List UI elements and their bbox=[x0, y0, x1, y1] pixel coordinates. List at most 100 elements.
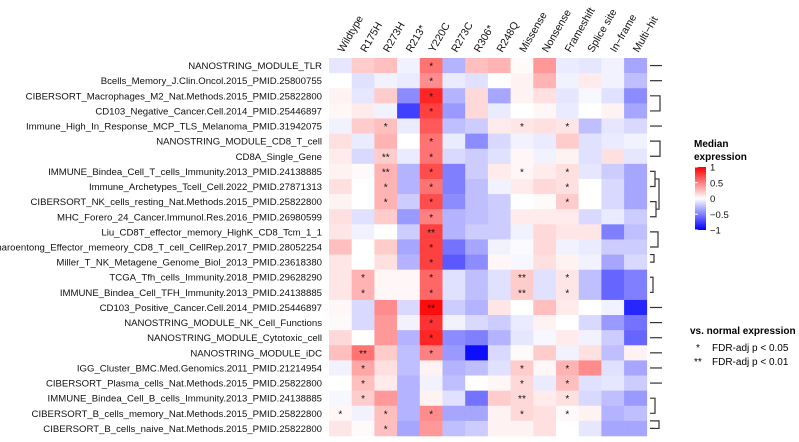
heatmap-cell bbox=[578, 58, 602, 74]
significance-mark: * bbox=[429, 62, 433, 73]
heatmap-cell bbox=[578, 178, 602, 195]
heatmap-cell bbox=[397, 118, 421, 134]
heatmap-cell bbox=[624, 209, 648, 225]
heatmap-cell bbox=[533, 360, 557, 376]
heatmap-cell bbox=[624, 133, 648, 150]
heatmap-cell bbox=[601, 284, 625, 301]
heatmap-cell bbox=[374, 194, 398, 210]
heatmap-cell bbox=[374, 163, 398, 180]
significance-mark: * bbox=[565, 183, 569, 194]
heatmap-cell bbox=[329, 269, 352, 286]
row-label: Miller_T_NK_Metagene_Genome_Biol_2013_PM… bbox=[56, 258, 322, 269]
heatmap-cell bbox=[329, 284, 352, 301]
heatmap-cell bbox=[487, 405, 511, 422]
heatmap-cell bbox=[351, 133, 375, 150]
significance-mark: * bbox=[429, 349, 433, 360]
dendrogram-branch bbox=[650, 140, 661, 157]
heatmap-cell bbox=[578, 209, 602, 225]
heatmap-cell bbox=[533, 133, 557, 150]
heatmap-cell bbox=[442, 315, 466, 331]
heatmap-cell bbox=[533, 330, 557, 346]
heatmap-cell bbox=[601, 375, 625, 391]
heatmap-cell bbox=[556, 375, 579, 391]
heatmap-cell bbox=[601, 133, 625, 150]
heatmap-cell bbox=[556, 224, 579, 240]
heatmap-cell bbox=[397, 330, 421, 346]
heatmap-cell bbox=[397, 405, 421, 422]
heatmap-cell bbox=[465, 315, 489, 331]
color-legend: Median expression 1 0.5 0 −0.5 −1 bbox=[694, 139, 747, 237]
heatmap-cell bbox=[487, 148, 511, 165]
heatmap-cell bbox=[465, 330, 489, 346]
heatmap-cell bbox=[487, 360, 511, 376]
heatmap-cell bbox=[442, 58, 466, 74]
heatmap-cell bbox=[487, 118, 511, 134]
heatmap-cell bbox=[510, 405, 534, 422]
heatmap-cell bbox=[556, 239, 579, 255]
row-labels: NANOSTRING_MODULE_TLR Bcells_Memory_J.Cli… bbox=[0, 61, 323, 435]
row-label: NANOSTRING_MODULE_CD8_T_cell bbox=[156, 137, 322, 148]
significance-mark: * bbox=[429, 213, 433, 224]
row-label: CD103_Negative_Cancer.Cell.2014_PMID.254… bbox=[95, 106, 322, 117]
row-label: CIBERSORT_NK_cells_resting_Nat.Methods.2… bbox=[30, 197, 322, 208]
significance-mark: * bbox=[429, 288, 433, 299]
heatmap-cell bbox=[465, 420, 489, 437]
dendrogram-branch bbox=[655, 178, 660, 210]
heatmap-cell bbox=[510, 420, 534, 437]
heatmap-cell bbox=[578, 118, 602, 134]
heatmap-cell bbox=[578, 420, 602, 437]
heatmap-cell bbox=[374, 345, 398, 361]
heatmap-cell bbox=[374, 269, 398, 286]
heatmap-cell bbox=[533, 375, 557, 391]
heatmap-cell bbox=[397, 224, 421, 240]
row-label: Charoentong_Effector_memeory_CD8_T_cell_… bbox=[0, 243, 323, 254]
significance-mark: * bbox=[565, 167, 569, 178]
heatmap-cell bbox=[578, 224, 602, 240]
heatmap-cell bbox=[601, 178, 625, 195]
row-label: NANOSTRING_MODULE_Cytotoxic_cell bbox=[147, 333, 322, 344]
heatmap-cell bbox=[397, 375, 421, 391]
heatmap-cell bbox=[442, 405, 466, 422]
heatmap-cell bbox=[624, 224, 648, 240]
heatmap-cell bbox=[487, 239, 511, 255]
significance-mark: * bbox=[384, 424, 388, 435]
heatmap-cell bbox=[374, 284, 398, 301]
heatmap-cell bbox=[329, 315, 352, 331]
heatmap-cell bbox=[578, 390, 602, 407]
heatmap-cell bbox=[624, 118, 648, 134]
heatmap-cell bbox=[487, 254, 511, 270]
row-label: CD8A_Single_Gene bbox=[236, 152, 322, 163]
heatmap-cell bbox=[329, 390, 352, 407]
heatmap-cell bbox=[510, 133, 534, 150]
significance-mark: * bbox=[565, 122, 569, 133]
heatmap-cell bbox=[419, 254, 443, 270]
heatmap-cell bbox=[578, 269, 602, 286]
heatmap-cell bbox=[465, 405, 489, 422]
heatmap-cell bbox=[601, 345, 625, 361]
heatmap-cell bbox=[351, 390, 375, 407]
heatmap-cell bbox=[601, 315, 625, 331]
significance-mark: * bbox=[429, 92, 433, 103]
heatmap-cell bbox=[533, 299, 557, 316]
heatmap-cell bbox=[624, 73, 648, 89]
heatmap-cell bbox=[419, 360, 443, 376]
heatmap-cell bbox=[533, 405, 557, 422]
heatmap-cell bbox=[329, 163, 352, 180]
heatmap-cell bbox=[556, 345, 579, 361]
heatmap-cell bbox=[329, 360, 352, 376]
significance-mark: * bbox=[384, 409, 388, 420]
significance-mark: ** bbox=[518, 288, 526, 299]
significance-mark: * bbox=[361, 288, 365, 299]
row-label: NANOSTRING_MODULE_iDC bbox=[190, 348, 322, 359]
heatmap-cell bbox=[351, 254, 375, 270]
heatmap-cell bbox=[578, 345, 602, 361]
heatmap-cell bbox=[397, 88, 421, 104]
colorbar bbox=[695, 167, 706, 230]
heatmap-cell bbox=[465, 58, 489, 74]
heatmap-cell bbox=[533, 118, 557, 134]
heatmap-cell bbox=[351, 118, 375, 134]
significance-mark: * bbox=[361, 394, 365, 405]
significance-mark: * bbox=[429, 258, 433, 269]
significance-mark: * bbox=[384, 198, 388, 209]
